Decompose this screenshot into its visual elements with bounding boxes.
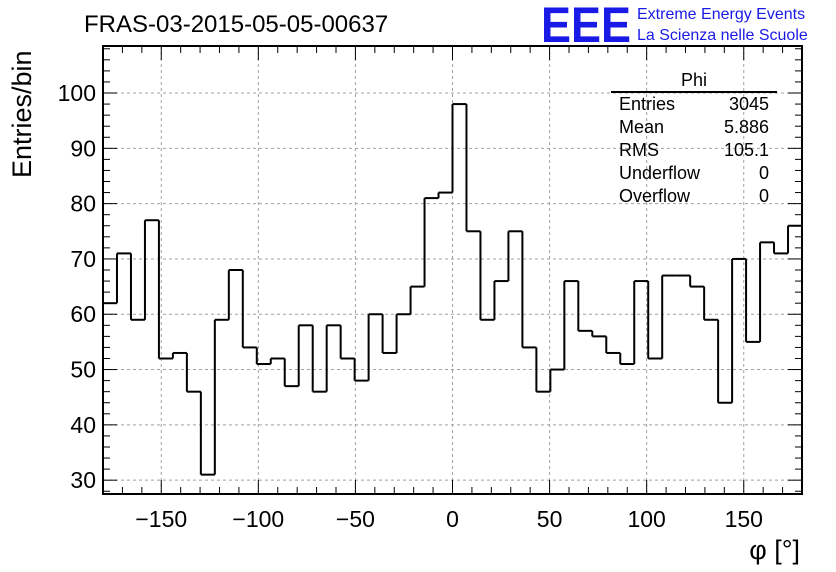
y-tick-label: 90 — [70, 135, 96, 161]
stats-row-value: 0 — [759, 186, 769, 206]
x-tick-label: −150 — [135, 506, 187, 532]
stats-box: Phi Entries 3045 Mean 5.886 RMS 105.1 Underflo… — [611, 70, 777, 206]
x-tick-label: −100 — [232, 506, 284, 532]
y-tick-label: 50 — [70, 357, 96, 383]
y-axis-label: Entries/bin — [7, 50, 37, 178]
x-tick-label: 50 — [537, 506, 563, 532]
y-tick-label: 100 — [58, 80, 96, 106]
y-tick-label: 60 — [70, 301, 96, 327]
stats-rows: Entries 3045 Mean 5.886 RMS 105.1 Underflow 0 Ov… — [619, 94, 769, 206]
stats-row-value: 105.1 — [724, 140, 769, 160]
stats-row-label: Underflow — [619, 163, 701, 183]
tick-labels: −150 −100 −50 0 50 100 150 30 40 50 60 70 80 90 100 — [58, 80, 763, 532]
stats-row-label: Mean — [619, 117, 664, 137]
logo-line-2: La Scienza nelle Scuole — [637, 27, 808, 44]
x-tick-label: −50 — [336, 506, 375, 532]
x-axis-label: φ [°] — [749, 535, 800, 565]
x-tick-label: 0 — [446, 506, 459, 532]
y-tick-label: 70 — [70, 246, 96, 272]
stats-row-value: 0 — [759, 163, 769, 183]
stats-row-label: RMS — [619, 140, 659, 160]
stats-row-value: 5.886 — [724, 117, 769, 137]
stats-row-label: Overflow — [619, 186, 691, 206]
logo-line-1: Extreme Energy Events — [637, 6, 805, 23]
histogram-bars — [103, 103, 802, 476]
axis-ticks — [103, 46, 802, 494]
eee-logo: EEE — [541, 0, 631, 53]
stats-title: Phi — [681, 70, 707, 90]
stats-row-value: 3045 — [729, 94, 769, 114]
y-tick-label: 30 — [70, 467, 96, 493]
stats-row-label: Entries — [619, 94, 675, 114]
y-tick-label: 40 — [70, 412, 96, 438]
x-tick-label: 150 — [725, 506, 763, 532]
x-tick-label: 100 — [627, 506, 665, 532]
y-tick-label: 80 — [70, 191, 96, 217]
run-title: FRAS-03-2015-05-05-00637 — [84, 11, 388, 38]
